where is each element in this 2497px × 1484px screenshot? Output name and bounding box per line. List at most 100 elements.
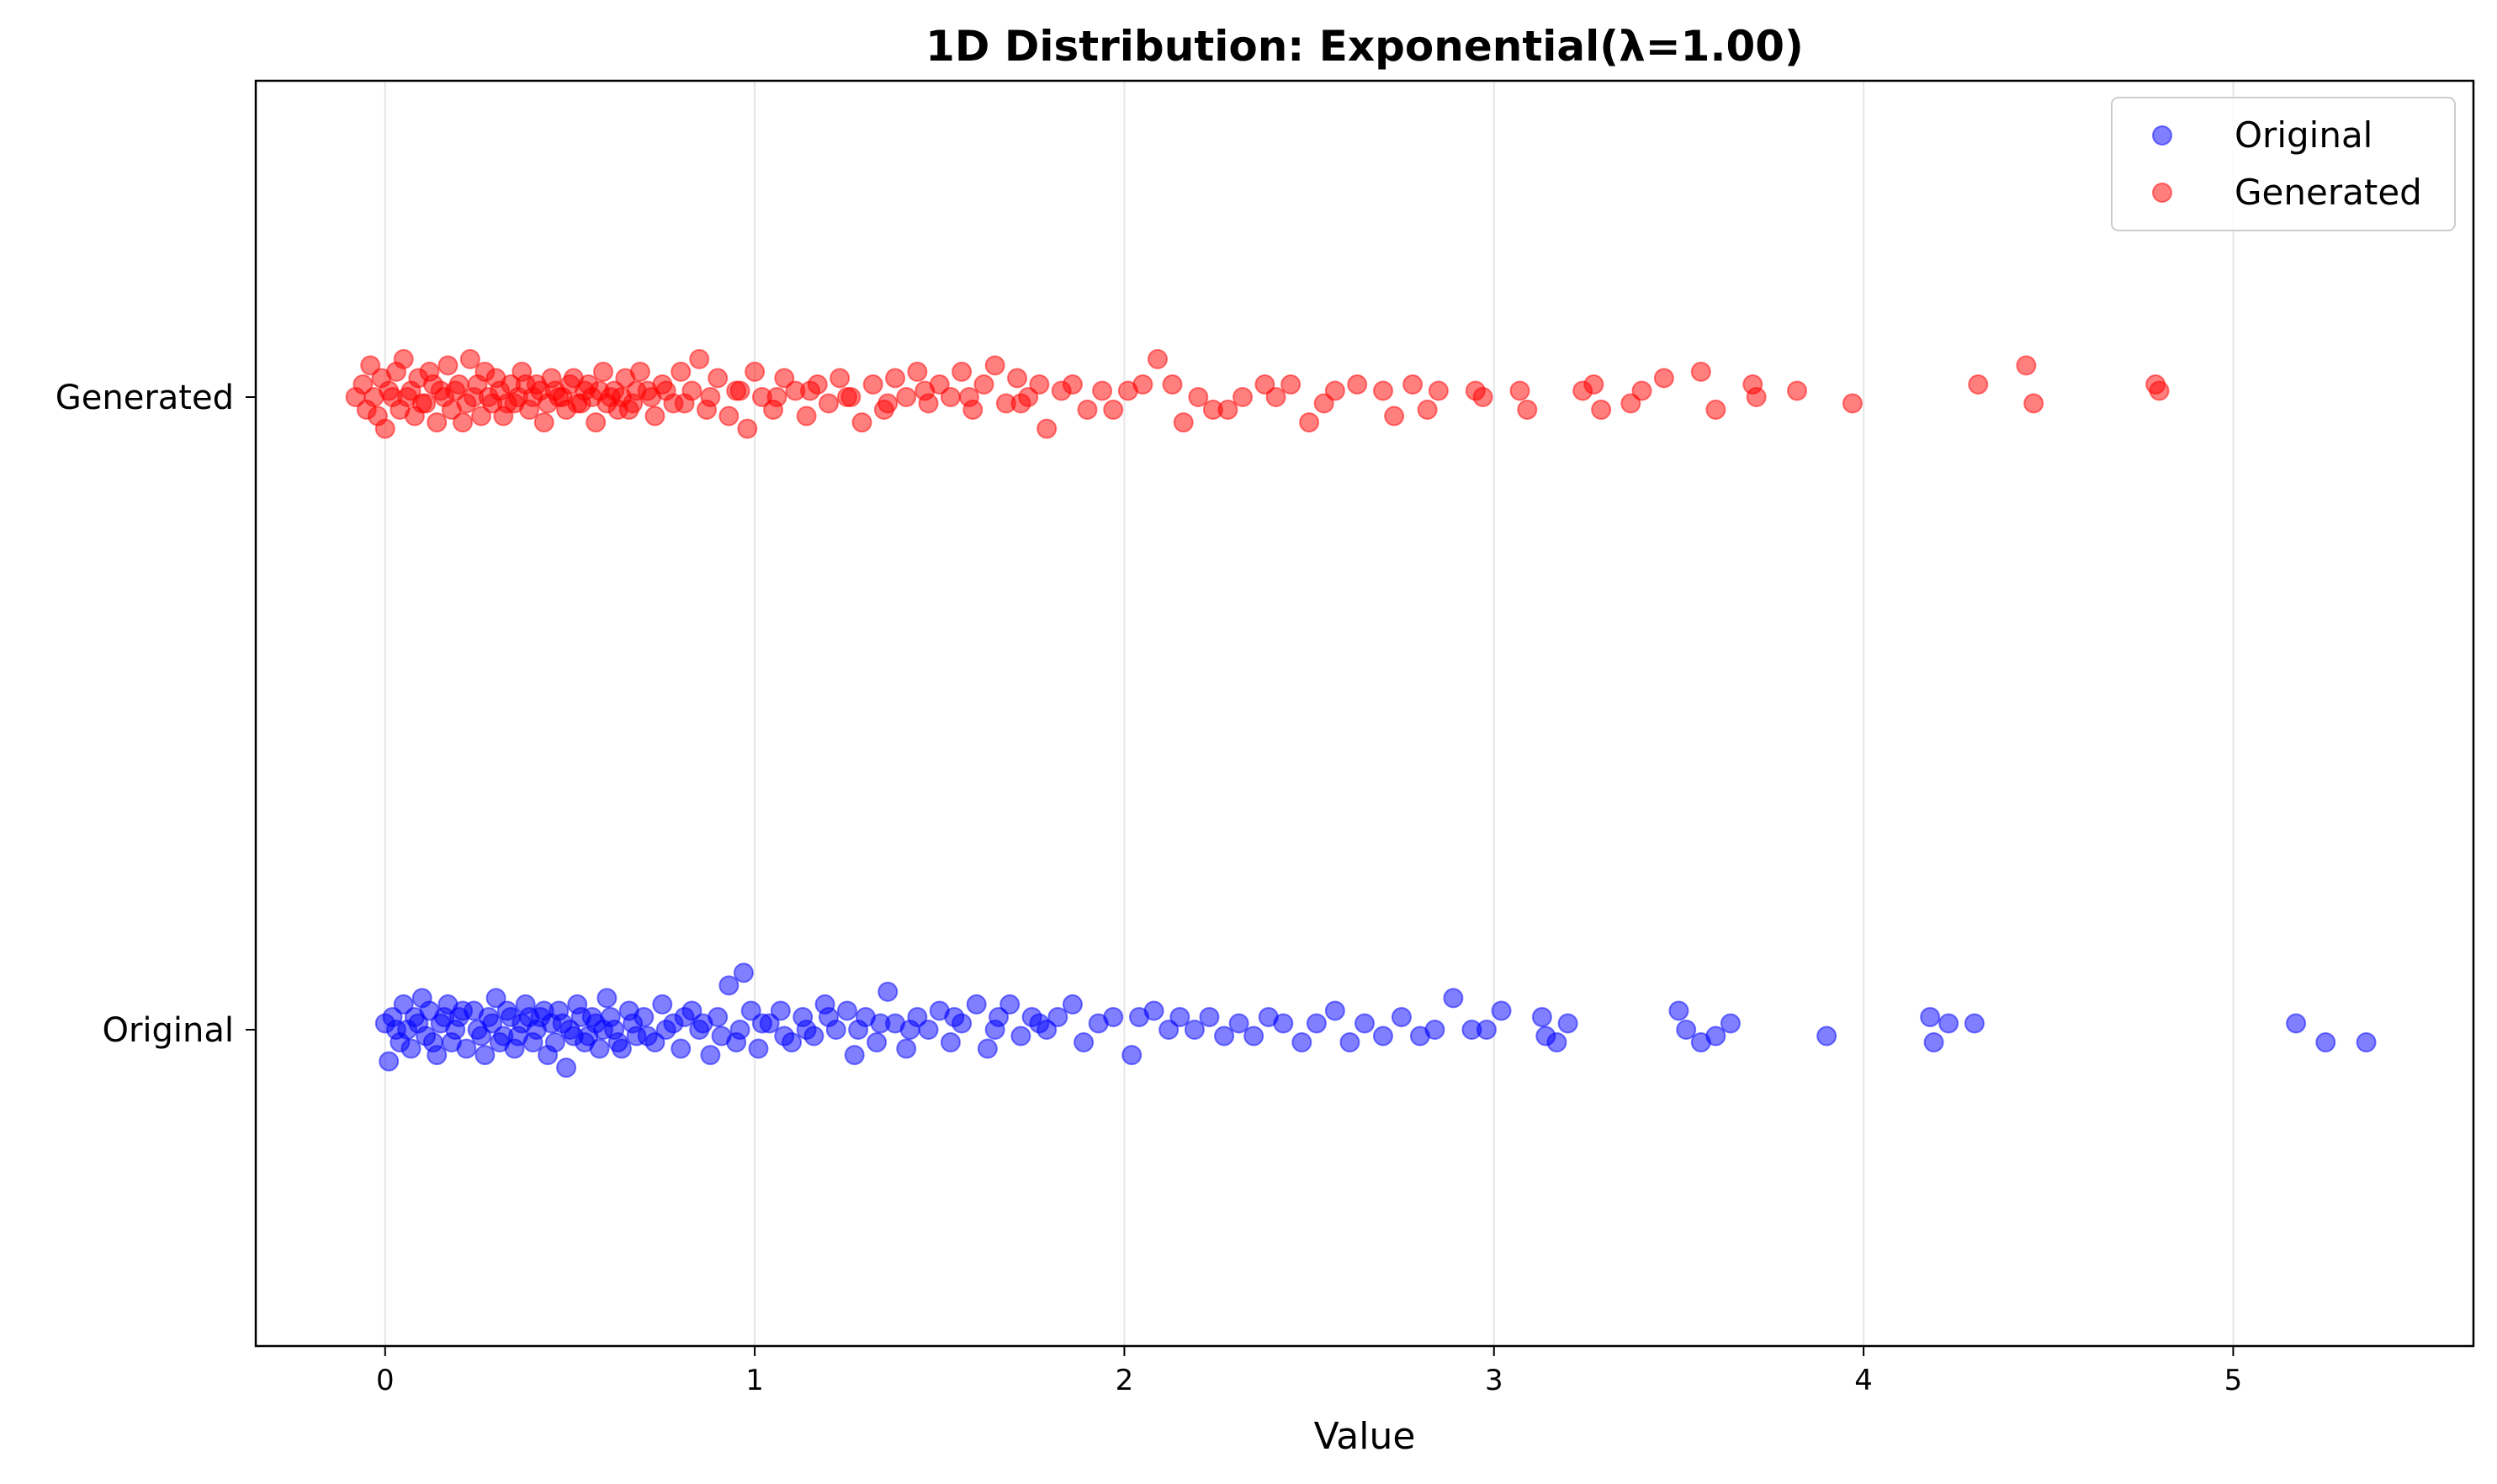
data-point	[1428, 380, 1449, 401]
data-point	[751, 1013, 772, 1034]
data-point	[1243, 1026, 1264, 1047]
data-point	[862, 374, 883, 395]
data-point	[1705, 400, 1726, 421]
x-axis-label: Value	[1314, 1415, 1416, 1458]
data-point	[1787, 380, 1808, 401]
data-point	[1233, 387, 1254, 407]
data-point	[1391, 1006, 1412, 1027]
y-tick-label: Generated	[56, 379, 234, 417]
data-point	[556, 1057, 577, 1079]
data-point	[818, 393, 839, 414]
data-point	[774, 368, 795, 389]
data-point	[851, 412, 872, 433]
data-point	[623, 1013, 644, 1034]
data-point	[748, 1038, 769, 1059]
data-point	[836, 387, 857, 407]
data-point	[700, 1045, 721, 1066]
data-point	[1214, 1026, 1235, 1047]
data-point	[592, 361, 613, 382]
data-point	[385, 1020, 406, 1040]
data-point	[644, 405, 665, 427]
data-point	[877, 981, 899, 1002]
data-point	[408, 1013, 429, 1034]
data-point	[501, 1006, 522, 1027]
x-tick-label: 3	[1485, 1364, 1503, 1397]
data-point	[915, 380, 936, 401]
data-point	[944, 1006, 965, 1027]
data-point	[453, 412, 474, 433]
data-point	[1816, 1026, 1837, 1047]
data-point	[485, 988, 506, 1009]
data-point	[1424, 1020, 1445, 1040]
data-point	[1010, 393, 1031, 414]
data-point	[533, 1000, 554, 1021]
data-point	[533, 412, 554, 433]
legend-marker	[2152, 125, 2172, 146]
data-point	[984, 1020, 1005, 1040]
data-point	[600, 1006, 621, 1027]
data-point	[674, 393, 695, 414]
data-point	[766, 387, 787, 407]
data-point	[526, 1020, 547, 1040]
data-point	[940, 1032, 961, 1053]
data-point	[456, 1038, 477, 1059]
data-point	[589, 1038, 610, 1059]
data-point	[1280, 374, 1302, 395]
data-point	[655, 380, 676, 401]
x-tick-label: 5	[2224, 1364, 2243, 1397]
data-point	[1062, 994, 1083, 1015]
data-point	[1591, 400, 1612, 421]
data-point	[896, 387, 917, 407]
data-point	[1273, 1013, 1294, 1034]
data-point	[711, 1026, 732, 1047]
data-point	[1923, 1032, 1944, 1053]
data-point	[652, 994, 673, 1015]
data-point	[885, 368, 906, 389]
data-point	[1620, 393, 1641, 414]
data-point	[1324, 1000, 1345, 1021]
data-point	[718, 405, 740, 427]
data-point	[1476, 1020, 1497, 1040]
data-point	[552, 1013, 573, 1034]
data-point	[818, 1006, 839, 1027]
data-point	[2315, 1032, 2336, 1053]
data-point	[896, 1038, 917, 1059]
data-point	[353, 374, 374, 395]
data-point	[830, 368, 851, 389]
data-point	[796, 405, 817, 427]
data-point	[607, 1032, 628, 1053]
y-tick-label: Original	[102, 1011, 234, 1050]
x-tick-label: 1	[745, 1364, 764, 1397]
data-point	[1372, 380, 1393, 401]
data-point	[1291, 1032, 1312, 1053]
data-point	[1517, 400, 1538, 421]
data-point	[1007, 368, 1028, 389]
data-point	[586, 412, 607, 433]
data-point	[456, 393, 477, 414]
data-point	[1509, 380, 1530, 401]
data-point	[1705, 1026, 1726, 1047]
data-point	[467, 374, 488, 395]
data-point	[1199, 1006, 1220, 1027]
data-point	[507, 1026, 528, 1047]
data-point	[489, 1032, 510, 1053]
data-point	[1169, 1006, 1190, 1027]
data-point	[671, 1038, 692, 1059]
data-point	[1077, 400, 1098, 421]
data-point	[718, 975, 740, 996]
data-point	[1103, 1006, 1124, 1027]
data-point	[1036, 418, 1058, 439]
data-point	[1132, 374, 1153, 395]
data-point	[729, 380, 750, 401]
data-point	[674, 1006, 695, 1027]
data-point	[740, 1000, 761, 1021]
data-point	[470, 405, 491, 427]
data-point	[1668, 1000, 1689, 1021]
data-point	[1047, 1006, 1068, 1027]
plot-frame	[254, 79, 2475, 1348]
data-point	[671, 361, 692, 382]
data-point	[1964, 1013, 1985, 1034]
data-point	[618, 400, 639, 421]
data-point	[1029, 374, 1050, 395]
